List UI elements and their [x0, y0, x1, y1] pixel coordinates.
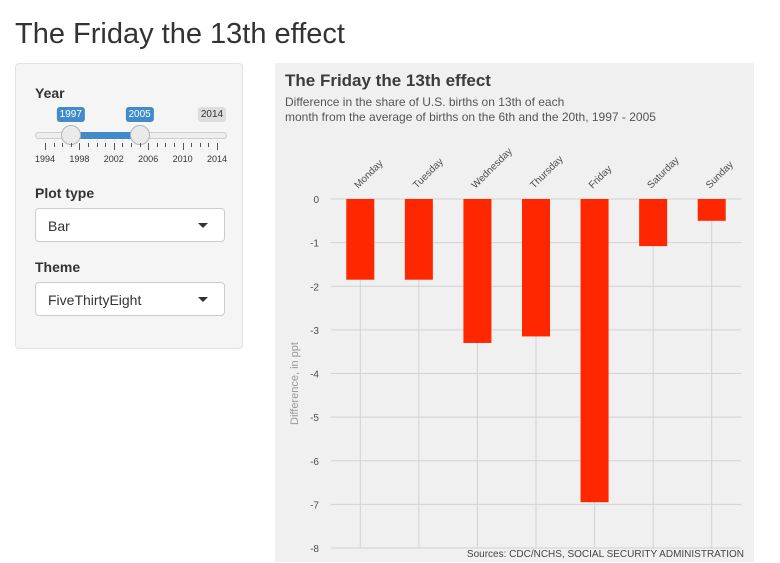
bar-monday: [346, 199, 375, 280]
slider-tick: [174, 143, 175, 147]
theme-select[interactable]: FiveThirtyEight: [35, 282, 225, 316]
slider-tick: [165, 143, 167, 147]
slider-tick: [131, 143, 132, 147]
bar-friday: [580, 199, 609, 503]
slider-tick: [62, 143, 64, 147]
slider-tick: [156, 143, 158, 147]
chart-area: The Friday the 13th effect Difference in…: [275, 63, 754, 562]
slider-tick-label: 2006: [138, 154, 159, 164]
slider-tick: [96, 143, 98, 147]
year-max-value: 2014: [197, 107, 227, 122]
slider-tick: [113, 143, 115, 150]
bar-chart: The Friday the 13th effect Difference in…: [285, 71, 744, 560]
slider-tick: [53, 143, 55, 147]
caret-down-icon: [198, 297, 208, 302]
slider-tick-label: 2014: [206, 154, 228, 164]
chart-caption: Sources: CDC/NCHS, SOCIAL SECURITY ADMIN…: [467, 549, 744, 560]
theme-value: FiveThirtyEight: [48, 292, 142, 308]
slider-tick: [88, 143, 89, 147]
plot-type-label: Plot type: [35, 185, 95, 201]
slider-tick: [45, 143, 46, 150]
year-to-value: 2005: [125, 107, 154, 122]
y-tick-label: -2: [310, 282, 319, 293]
year-from-value: 1997: [56, 107, 85, 122]
slider-tick: [217, 143, 218, 150]
y-tick-label: -4: [310, 370, 319, 381]
slider-tick: [105, 143, 107, 147]
slider-ticks: 1994 1998 2002 2006 2010 2014: [35, 143, 227, 173]
slider-tick: [199, 143, 201, 147]
y-tick-label: -8: [310, 544, 319, 555]
plot-type-value: Bar: [48, 218, 70, 234]
chart-title: The Friday the 13th effect: [285, 71, 491, 90]
bar-wednesday: [463, 199, 492, 343]
x-tick-label: Sunday: [704, 159, 736, 191]
y-tick-label: -6: [310, 457, 319, 468]
y-tick-label: -5: [310, 413, 319, 424]
sidebar-panel: Year 1997 2005 2014 1994 1998 2002 2006 2010…: [15, 63, 243, 349]
slider-tick: [208, 143, 210, 147]
x-tick-label: Friday: [587, 164, 614, 191]
y-tick-label: -7: [310, 500, 319, 511]
bar-saturday: [639, 199, 668, 247]
year-label: Year: [35, 85, 65, 101]
slider-tick-label: 2002: [103, 154, 124, 164]
y-axis-label: Difference, in ppt: [289, 342, 301, 425]
page-title: The Friday the 13th effect: [15, 18, 345, 50]
x-tick-label: Wednesday: [470, 146, 515, 191]
plot-type-select[interactable]: Bar: [35, 208, 225, 242]
slider-tick: [79, 143, 81, 150]
bar-tuesday: [404, 199, 433, 280]
slider-tick-label: 2010: [172, 154, 193, 164]
chart-subtitle-line-2: month from the average of births on the …: [285, 110, 656, 124]
slider-handle-from[interactable]: [60, 125, 81, 145]
y-tick-label: -1: [310, 239, 319, 250]
chart-subtitle-line-1: Difference in the share of U.S. births o…: [285, 95, 564, 109]
slider-tick: [139, 143, 141, 147]
x-tick-label: Monday: [353, 158, 386, 191]
bar-sunday: [697, 199, 726, 221]
bar-thursday: [522, 199, 550, 337]
y-tick-label: 0: [313, 195, 319, 206]
year-range-slider[interactable]: 1997 2005 2014 1994 1998 2002 2006 2010 2014: [35, 106, 227, 176]
x-tick-label: Tuesday: [411, 156, 446, 191]
slider-handle-to[interactable]: [129, 125, 150, 145]
slider-tick: [148, 143, 150, 150]
caret-down-icon: [198, 223, 208, 228]
slider-tick: [182, 143, 184, 150]
x-tick-label: Saturday: [645, 155, 681, 191]
slider-tick: [70, 143, 72, 147]
slider-tick-label: 1998: [69, 154, 90, 164]
slider-tick: [191, 143, 193, 147]
x-tick-label: Thursday: [528, 154, 565, 191]
y-tick-label: -3: [310, 326, 319, 337]
slider-tick: [122, 143, 124, 147]
slider-tick-label: 1994: [34, 154, 56, 164]
slider-selected-range: [70, 132, 140, 139]
theme-label: Theme: [35, 259, 81, 275]
